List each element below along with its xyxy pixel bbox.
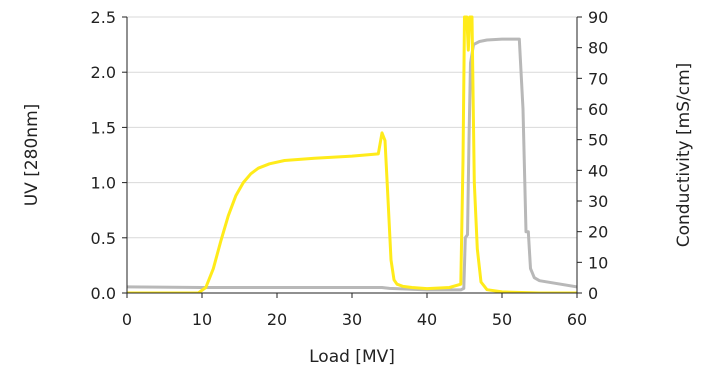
axes-layer <box>122 16 582 298</box>
y-right-tick-label: 70 <box>588 69 608 88</box>
x-tick-label: 50 <box>492 310 512 329</box>
y-right-tick-label: 10 <box>588 253 608 272</box>
x-axis-title: Load [MV] <box>309 347 395 367</box>
x-tick-label: 10 <box>192 310 212 329</box>
y-left-tick-label: 1.5 <box>91 118 116 137</box>
ticks-layer: 0.0 0.5 1.0 1.5 2.0 2.5 0 10 20 30 40 50 60 70 80 90 0 10… <box>91 8 609 329</box>
y-right-tick-label: 90 <box>588 8 608 27</box>
x-tick-label: 20 <box>267 310 287 329</box>
y-right-tick-label: 0 <box>588 284 598 303</box>
y-left-tick-label: 1.0 <box>91 174 116 193</box>
x-tick-label: 40 <box>417 310 437 329</box>
y-right-tick-label: 80 <box>588 39 608 58</box>
y-left-tick-label: 0.0 <box>91 284 116 303</box>
y-left-tick-label: 2.5 <box>91 8 116 27</box>
series-layer <box>127 15 577 293</box>
uv-series-line <box>127 15 577 293</box>
y-left-axis-title: UV [280nm] <box>22 104 42 207</box>
y-right-axis-title: Conductivity [mS/cm] <box>674 63 694 248</box>
x-tick-label: 60 <box>567 310 587 329</box>
x-tick-label: 0 <box>122 310 132 329</box>
y-right-tick-label: 50 <box>588 131 608 150</box>
x-tick-label: 30 <box>342 310 362 329</box>
y-right-tick-label: 60 <box>588 100 608 119</box>
grid-layer <box>127 16 577 239</box>
y-left-tick-label: 2.0 <box>91 63 116 82</box>
y-right-tick-label: 20 <box>588 223 608 242</box>
y-left-tick-label: 0.5 <box>91 229 116 248</box>
y-right-tick-label: 30 <box>588 192 608 211</box>
y-right-tick-label: 40 <box>588 161 608 180</box>
conductivity-series-line <box>127 37 577 292</box>
